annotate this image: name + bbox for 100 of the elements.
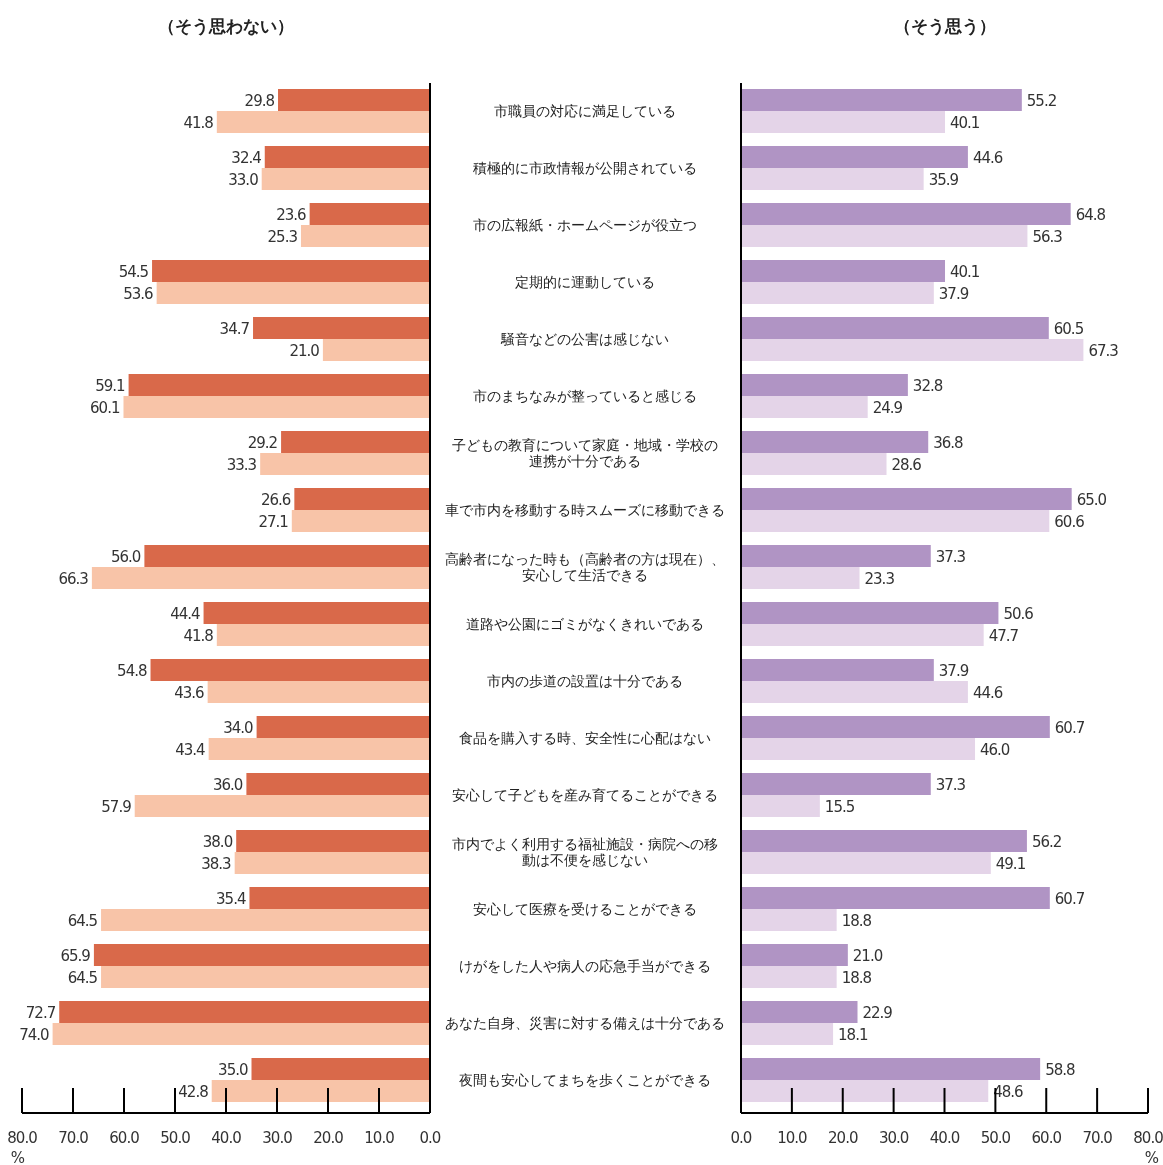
data-label: 32.4 — [231, 149, 262, 167]
x-axis-title: % — [10, 1149, 26, 1165]
data-label: 22.9 — [862, 1004, 893, 1022]
data-label: 60.6 — [1054, 513, 1085, 531]
data-label: 18.1 — [838, 1026, 868, 1044]
y-tick-label: 市の広報紙・ホームページが役立つ — [473, 217, 697, 233]
x-tick-label: 0.0 — [730, 1129, 752, 1147]
bar — [101, 909, 430, 931]
bar — [741, 887, 1050, 909]
data-label: 59.1 — [95, 377, 126, 395]
data-label: 26.6 — [260, 491, 291, 509]
data-label: 64.8 — [1075, 206, 1106, 224]
data-label: 43.4 — [175, 741, 206, 759]
y-tick-label: 道路や公園にゴミがなくきれいである — [466, 616, 704, 632]
data-label: 41.8 — [183, 627, 214, 645]
data-label: 34.7 — [219, 320, 250, 338]
data-label: 56.2 — [1031, 833, 1062, 851]
bar — [249, 887, 430, 909]
data-label: 49.1 — [995, 855, 1026, 873]
bar — [741, 830, 1027, 852]
x-tick-label: 40.0 — [211, 1129, 242, 1147]
data-label: 42.8 — [178, 1083, 209, 1101]
data-label: 29.2 — [247, 434, 278, 452]
data-label: 35.0 — [218, 1061, 248, 1079]
x-axis-title: % — [1144, 1149, 1160, 1165]
bar — [741, 966, 837, 988]
bar — [741, 431, 929, 453]
data-label: 60.7 — [1054, 719, 1085, 737]
data-label: 46.0 — [980, 741, 1010, 759]
bar — [741, 545, 931, 567]
data-label: 56.3 — [1032, 228, 1063, 246]
bar — [261, 168, 430, 190]
data-label: 33.3 — [226, 456, 257, 474]
data-label: 58.8 — [1045, 1061, 1075, 1079]
bar — [741, 716, 1050, 738]
bar — [741, 1023, 834, 1045]
data-label: 47.7 — [988, 627, 1019, 645]
data-label: 37.3 — [935, 548, 966, 566]
x-tick-label: 70.0 — [1082, 1129, 1113, 1147]
data-label: 72.7 — [25, 1004, 56, 1022]
bar — [741, 168, 924, 190]
bar — [123, 396, 430, 418]
data-label: 44.4 — [170, 605, 201, 623]
bar — [291, 510, 430, 532]
data-label: 25.3 — [267, 228, 298, 246]
y-tick-label: 高齢者になった時も（高齢者の方は現在）、安心して生活できる — [445, 551, 725, 583]
x-tick-label: 20.0 — [828, 1129, 858, 1147]
bar — [741, 146, 968, 168]
bar — [741, 773, 931, 795]
bar — [134, 795, 430, 817]
data-label: 64.5 — [67, 969, 98, 987]
y-tick-label: 安心して医療を受けることができる — [473, 901, 697, 917]
data-label: 38.0 — [202, 833, 233, 851]
bar — [741, 944, 848, 966]
bar — [741, 396, 868, 418]
y-tick-label: 市内の歩道の設置は十分である — [487, 673, 683, 689]
y-tick-label: 市のまちなみが整っていると感じる — [473, 388, 697, 404]
data-label: 29.8 — [244, 92, 275, 110]
chart-title: （そう思う） — [893, 16, 996, 36]
data-label: 24.9 — [872, 399, 903, 417]
x-tick-label: 60.0 — [109, 1129, 140, 1147]
x-tick-label: 50.0 — [160, 1129, 191, 1147]
data-label: 36.0 — [212, 776, 243, 794]
x-tick-label: 40.0 — [929, 1129, 960, 1147]
bar — [741, 203, 1071, 225]
y-tick-label: けがをした人や病人の応急手当ができる — [459, 958, 711, 974]
data-label: 41.8 — [183, 114, 214, 132]
bar — [91, 567, 430, 589]
data-label: 18.8 — [841, 912, 872, 930]
bar — [246, 773, 430, 795]
x-tick-label: 80.0 — [1133, 1129, 1163, 1147]
bar — [741, 1080, 989, 1102]
data-label: 50.6 — [1003, 605, 1034, 623]
data-label: 55.2 — [1026, 92, 1057, 110]
bar — [253, 317, 430, 339]
x-tick-label: 10.0 — [364, 1129, 395, 1147]
y-tick-label: 食品を購入する時、安全性に心配はない — [459, 730, 711, 746]
data-label: 23.6 — [276, 206, 307, 224]
data-label: 65.9 — [60, 947, 91, 965]
bar — [211, 1080, 430, 1102]
bar — [156, 282, 430, 304]
data-label: 27.1 — [258, 513, 289, 531]
bar — [251, 1058, 430, 1080]
data-label: 60.7 — [1054, 890, 1085, 908]
x-tick-label: 10.0 — [777, 1129, 808, 1147]
bar — [741, 260, 946, 282]
y-tick-label: 市内でよく利用する福祉施設・病院への移動は不便を感じない — [452, 836, 718, 868]
data-label: 65.0 — [1076, 491, 1107, 509]
bar — [741, 339, 1084, 361]
bar — [741, 510, 1050, 532]
bar — [294, 488, 430, 510]
bar — [59, 1001, 430, 1023]
x-tick-label: 50.0 — [980, 1129, 1011, 1147]
data-label: 28.6 — [891, 456, 922, 474]
data-label: 56.0 — [110, 548, 141, 566]
data-label: 54.5 — [118, 263, 149, 281]
data-label: 60.1 — [90, 399, 120, 417]
bar — [309, 203, 430, 225]
data-label: 57.9 — [101, 798, 132, 816]
bar — [322, 339, 430, 361]
